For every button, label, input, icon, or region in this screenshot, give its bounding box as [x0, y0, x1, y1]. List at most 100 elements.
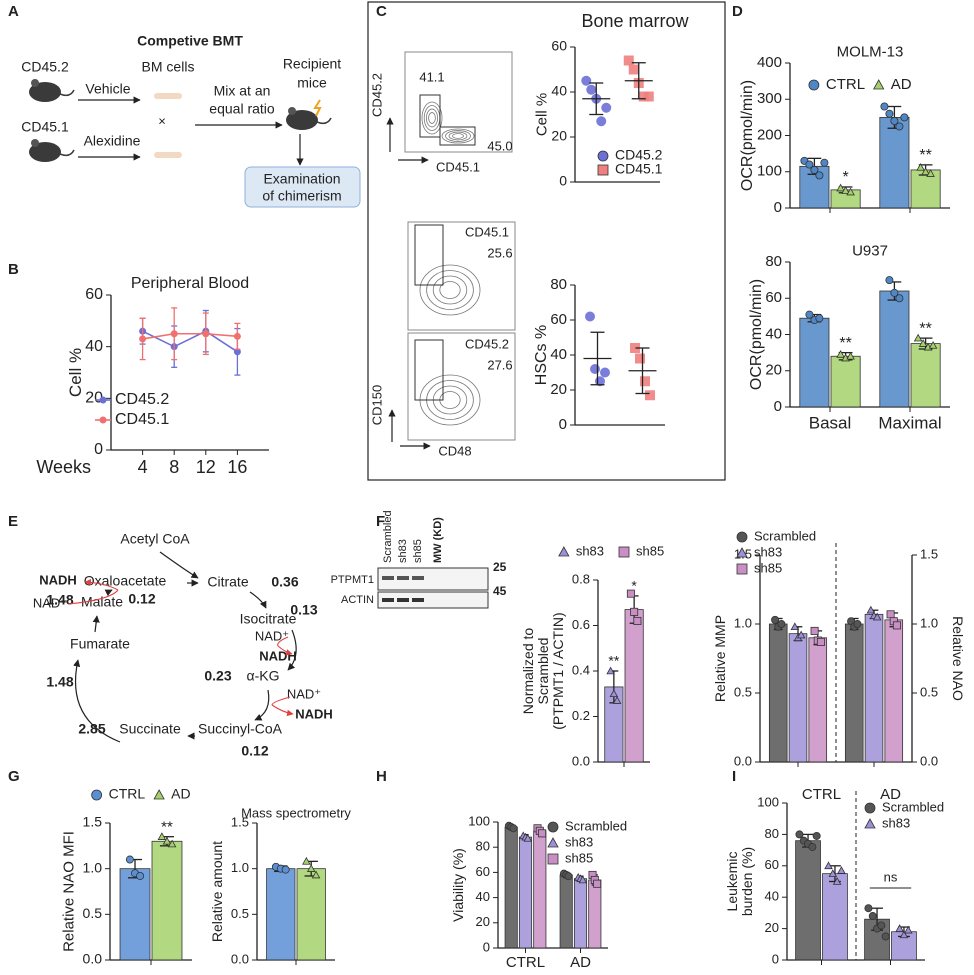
bar	[808, 637, 828, 763]
point	[886, 610, 895, 619]
point	[302, 856, 311, 865]
point	[841, 186, 850, 194]
contour	[432, 275, 468, 305]
gate-label: CD45.2	[465, 336, 509, 351]
axis-label: CD45.2	[369, 73, 384, 117]
arrow	[249, 591, 267, 609]
bar	[533, 830, 547, 949]
point	[872, 612, 882, 621]
bar	[879, 116, 910, 209]
panel-label: B	[8, 261, 19, 278]
metabolite: Malate	[81, 594, 123, 610]
contour	[425, 108, 438, 128]
point	[832, 877, 842, 885]
point	[812, 831, 821, 840]
legend-label: sh83	[882, 815, 910, 830]
panel-label: A	[8, 3, 19, 20]
point	[311, 870, 321, 879]
point	[837, 866, 846, 874]
mouse-ear	[31, 79, 39, 87]
y-tick-label: 20	[476, 914, 490, 929]
panel-label: F	[376, 513, 385, 530]
point	[136, 871, 145, 880]
legend-label: CD45.1	[615, 161, 663, 177]
x-tick-label: Basal	[809, 413, 852, 432]
y-tick-label: 60	[551, 38, 567, 54]
line	[142, 332, 238, 340]
y-tick-label: 80	[550, 276, 567, 293]
y-tick-label: 100	[757, 794, 779, 809]
y-tick-label: 20	[765, 362, 782, 379]
y-tick-label: 0.6	[572, 617, 590, 632]
point	[586, 84, 597, 95]
mw-label: MW (KD)	[432, 517, 444, 563]
gate-value: 45.0	[487, 138, 512, 153]
y-axis-label: Leukemic	[724, 852, 740, 912]
point	[864, 818, 876, 829]
point	[820, 158, 829, 167]
mouse-ear	[288, 107, 296, 115]
label: equal ratio	[209, 101, 275, 117]
metabolite: Citrate	[207, 574, 248, 590]
y-axis-label: (PTPMT1 / ACTIN)	[550, 612, 566, 729]
metabolite: Acetyl CoA	[120, 531, 190, 547]
gate-value: 27.6	[487, 357, 512, 372]
point	[736, 547, 748, 558]
bar	[768, 623, 788, 763]
y-tick-label: 100	[468, 813, 490, 828]
arrow	[73, 659, 121, 743]
mw-value: 45	[493, 584, 507, 598]
y2-tick-label: 1.0	[920, 615, 938, 630]
panel-label: D	[732, 3, 743, 20]
point	[853, 620, 862, 629]
y-tick-label: 0.8	[572, 571, 590, 586]
point	[612, 696, 622, 704]
point	[890, 117, 899, 126]
y-tick-label: 80	[765, 253, 782, 270]
point	[890, 288, 899, 297]
point	[139, 335, 147, 343]
mouse-icon	[29, 142, 61, 162]
gate	[439, 126, 476, 146]
metabolite-value: 1.48	[46, 592, 73, 608]
significance-label: *	[631, 578, 637, 594]
point	[153, 789, 165, 800]
flow-plot	[407, 221, 516, 331]
point	[125, 855, 134, 864]
gate-value: 25.6	[487, 245, 512, 260]
legend-label: CD45.2	[115, 391, 169, 408]
bar	[910, 343, 941, 408]
flow-plot	[407, 332, 516, 441]
point	[790, 622, 800, 631]
y-tick-label: 1.0	[231, 860, 249, 875]
mouse-tail	[59, 149, 75, 157]
point	[170, 330, 178, 338]
y-tick-label: 40	[550, 346, 567, 363]
mouse-tail	[316, 117, 332, 125]
mouse-icon	[29, 82, 61, 102]
legend-label: Scrambled	[754, 528, 816, 543]
point	[815, 171, 824, 180]
y-tick-label: 0.0	[231, 951, 249, 966]
point	[523, 833, 533, 842]
y-tick-label: 0.5	[231, 906, 249, 921]
point	[926, 169, 935, 177]
label: Recipient	[283, 56, 341, 72]
y-tick-label: 0	[94, 441, 103, 458]
point	[903, 925, 913, 934]
y-tick-label: 80	[765, 826, 779, 841]
y-tick-label: 60	[765, 857, 779, 872]
y-tick-label: 40	[551, 83, 567, 99]
point	[596, 116, 607, 127]
y2-tick-label: 0.0	[920, 753, 938, 768]
point	[609, 689, 619, 698]
axis-label: CD45.1	[436, 159, 480, 174]
bar	[844, 623, 864, 763]
point	[928, 340, 938, 349]
point	[628, 64, 639, 75]
bone-icon	[154, 152, 182, 158]
legend-label: CTRL	[109, 786, 146, 802]
point	[578, 875, 588, 884]
band	[382, 598, 394, 602]
